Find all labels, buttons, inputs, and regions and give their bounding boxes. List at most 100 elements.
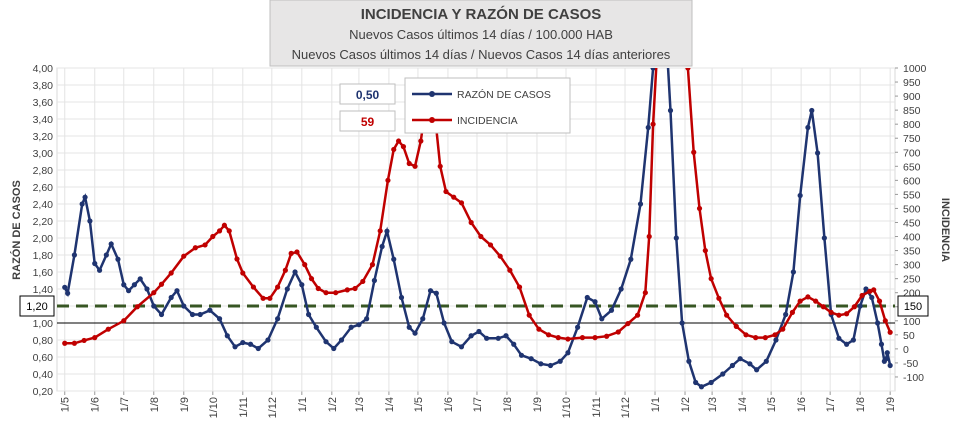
point xyxy=(546,332,551,337)
point xyxy=(592,335,597,340)
point xyxy=(459,344,464,349)
point xyxy=(169,270,174,275)
point xyxy=(385,178,390,183)
point xyxy=(536,327,541,332)
point xyxy=(202,242,207,247)
point xyxy=(285,286,290,291)
point xyxy=(884,356,889,361)
y2-tick-label: 800 xyxy=(903,119,921,131)
y-tick-label: 0,80 xyxy=(33,335,54,347)
y2-tick-label: 650 xyxy=(903,161,921,173)
point xyxy=(875,320,880,325)
x-tick-label: 1/3 xyxy=(707,397,719,412)
point xyxy=(72,252,77,257)
x-tick-label: 1/6 xyxy=(90,397,102,412)
point xyxy=(805,294,810,299)
point xyxy=(227,228,232,233)
y2-tick-label: 50 xyxy=(903,330,915,342)
point xyxy=(747,361,752,366)
point xyxy=(345,287,350,292)
y-tick-label: 0,60 xyxy=(33,352,54,364)
point xyxy=(267,296,272,301)
y-tick-label: 3,20 xyxy=(33,131,54,143)
point xyxy=(62,285,67,290)
point xyxy=(619,286,624,291)
point xyxy=(316,286,321,291)
value-annotation: 59 xyxy=(361,115,375,129)
point xyxy=(92,261,97,266)
point xyxy=(738,356,743,361)
point xyxy=(87,218,92,223)
y-tick-label: 4,00 xyxy=(33,63,54,75)
point xyxy=(638,201,643,206)
point xyxy=(888,330,893,335)
y-tick-label: 1,40 xyxy=(33,284,54,296)
point xyxy=(378,228,383,233)
point xyxy=(234,256,239,261)
point xyxy=(449,339,454,344)
y2-tick-label: 400 xyxy=(903,232,921,244)
point xyxy=(217,316,222,321)
legend-marker xyxy=(429,91,435,97)
point xyxy=(121,282,126,287)
x-tick-label: 1/1 xyxy=(650,397,662,412)
point xyxy=(790,310,795,315)
point xyxy=(844,311,849,316)
x-tick-label: 1/12 xyxy=(620,397,632,418)
y-tick-label: 2,20 xyxy=(33,216,54,228)
y-tick-label: 2,60 xyxy=(33,182,54,194)
point xyxy=(138,276,143,281)
y2-tick-label: 600 xyxy=(903,175,921,187)
y-tick-label: 3,60 xyxy=(33,97,54,109)
y2-tick-label: 100 xyxy=(903,316,921,328)
point xyxy=(780,327,785,332)
x-tick-label: 1/4 xyxy=(737,397,749,412)
point xyxy=(193,245,198,250)
point xyxy=(181,303,186,308)
y-tick-label: 3,80 xyxy=(33,80,54,92)
point xyxy=(869,295,874,300)
point xyxy=(72,341,77,346)
point xyxy=(360,279,365,284)
point xyxy=(836,313,841,318)
point xyxy=(115,257,120,262)
point xyxy=(680,320,685,325)
point xyxy=(478,234,483,239)
point xyxy=(97,268,102,273)
x-tick-label: 1/3 xyxy=(354,397,366,412)
point xyxy=(370,262,375,267)
point xyxy=(181,254,186,259)
point xyxy=(380,244,385,249)
point xyxy=(851,337,856,342)
y2-tick-label: 1000 xyxy=(903,63,927,75)
point xyxy=(668,108,673,113)
point xyxy=(815,150,820,155)
subtitle: Nuevos Casos últimos 14 días / Nuevos Ca… xyxy=(292,47,671,62)
y2-tick-label: 350 xyxy=(903,246,921,258)
point xyxy=(844,342,849,347)
point xyxy=(240,270,245,275)
point xyxy=(265,337,270,342)
point xyxy=(412,164,417,169)
point xyxy=(135,304,140,309)
point xyxy=(858,303,863,308)
x-tick-label: 1/11 xyxy=(238,397,250,418)
point xyxy=(82,195,87,200)
y2-axis-title: INCIDENCIA xyxy=(939,198,951,262)
point xyxy=(592,299,597,304)
y2-tick-label: 250 xyxy=(903,274,921,286)
point xyxy=(743,332,748,337)
point xyxy=(261,296,266,301)
point xyxy=(616,329,621,334)
point xyxy=(646,125,651,130)
point xyxy=(730,363,735,368)
point xyxy=(80,201,85,206)
point xyxy=(92,335,97,340)
x-tick-label: 1/9 xyxy=(885,397,897,412)
x-tick-label: 1/5 xyxy=(413,397,425,412)
point xyxy=(628,257,633,262)
y2-tick-label: 550 xyxy=(903,189,921,201)
point xyxy=(609,308,614,313)
y-tick-label: 2,40 xyxy=(33,199,54,211)
point xyxy=(62,341,67,346)
